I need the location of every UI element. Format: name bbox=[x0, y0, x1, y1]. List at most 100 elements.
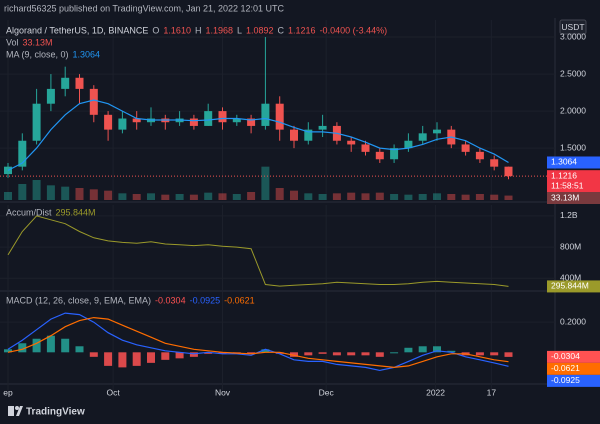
histogram-bar bbox=[75, 346, 84, 353]
candle-body bbox=[89, 88, 98, 115]
histogram-bar bbox=[161, 352, 170, 360]
volume-bar bbox=[404, 194, 413, 200]
histogram-bar bbox=[304, 352, 313, 356]
histogram-bar bbox=[318, 352, 327, 354]
histogram-bar bbox=[275, 352, 284, 354]
candle-body bbox=[390, 148, 399, 160]
candle-body bbox=[290, 129, 298, 141]
histogram-bar bbox=[247, 352, 256, 354]
line bbox=[7, 99, 509, 171]
x-tick-label: 2022 bbox=[426, 387, 445, 397]
volume-bar bbox=[475, 194, 484, 200]
volume-bar bbox=[4, 192, 12, 200]
series-value-box bbox=[547, 280, 600, 293]
legend-text: L bbox=[237, 25, 242, 35]
histogram-bar bbox=[418, 346, 427, 353]
candle-body bbox=[104, 114, 113, 130]
volume-bar bbox=[61, 186, 70, 200]
x-tick-label: 17 bbox=[487, 387, 497, 397]
histogram-bar bbox=[204, 352, 213, 354]
legend-text: O bbox=[152, 25, 159, 35]
series-value: 295.844M bbox=[551, 281, 589, 291]
last-price: 1.1216 bbox=[551, 170, 577, 180]
macd-value-box bbox=[547, 374, 600, 387]
volume-bar bbox=[232, 194, 241, 200]
legend-text: 1.1610 bbox=[163, 25, 191, 35]
candle-body bbox=[132, 118, 141, 123]
histogram-bar bbox=[504, 352, 513, 357]
legend-text: 33.13M bbox=[23, 37, 53, 47]
volume-bar bbox=[433, 193, 441, 200]
legend-text: C bbox=[278, 25, 285, 35]
candle-body bbox=[204, 111, 213, 126]
legend-text: 295.844M bbox=[56, 207, 96, 217]
histogram-bar bbox=[89, 352, 98, 357]
volume-bar bbox=[132, 194, 141, 200]
y-tick-label: 0.2000 bbox=[560, 316, 586, 326]
volume-bar bbox=[118, 193, 127, 200]
volume-bar bbox=[147, 193, 155, 200]
line bbox=[7, 316, 509, 369]
histogram-bar bbox=[46, 335, 55, 353]
ma-value-box bbox=[547, 156, 600, 169]
histogram-bar bbox=[61, 338, 70, 353]
logo bbox=[8, 406, 23, 416]
histogram-bar bbox=[218, 352, 227, 354]
histogram-bar bbox=[4, 349, 12, 353]
candle-body bbox=[361, 144, 370, 152]
candle-body bbox=[418, 133, 427, 141]
volume-bar bbox=[290, 190, 298, 200]
volume-bar bbox=[275, 188, 284, 200]
volume-bar bbox=[161, 194, 170, 200]
candle-body bbox=[475, 151, 484, 160]
legend-text: -0.0621 bbox=[224, 295, 255, 305]
header: richard56325 published on TradingView.co… bbox=[4, 3, 285, 13]
signal-value-box bbox=[547, 362, 600, 375]
histogram-bar bbox=[32, 338, 41, 353]
histogram-bar bbox=[104, 352, 113, 366]
histogram-bar bbox=[490, 352, 499, 356]
candle-body bbox=[404, 140, 413, 149]
histogram-bar bbox=[18, 343, 27, 353]
volume-bar bbox=[361, 193, 370, 200]
histogram-bar bbox=[433, 346, 441, 353]
x-tick-label: Oct bbox=[106, 387, 120, 397]
line bbox=[7, 312, 509, 372]
volume-bar bbox=[318, 194, 327, 200]
volume-bar bbox=[218, 193, 227, 200]
candle-body bbox=[261, 103, 270, 126]
x-tick-label: ep bbox=[3, 387, 13, 397]
histogram-bar bbox=[189, 352, 198, 357]
histogram-bar bbox=[290, 352, 298, 357]
x-tick-label: Dec bbox=[319, 387, 335, 397]
candle-body bbox=[318, 125, 327, 130]
histogram-bar bbox=[118, 352, 127, 368]
histogram-bar bbox=[447, 350, 456, 353]
volume-bar bbox=[18, 184, 27, 200]
candle-body bbox=[461, 144, 470, 152]
legend-text: -0.0925 bbox=[190, 295, 221, 305]
volume-bar bbox=[461, 194, 470, 200]
macd-value: -0.0925 bbox=[551, 375, 580, 385]
histogram-bar bbox=[132, 352, 141, 366]
histogram-bar bbox=[404, 347, 413, 353]
candle-body bbox=[61, 77, 70, 89]
histogram-bar bbox=[475, 352, 484, 356]
histogram-bar bbox=[261, 349, 270, 353]
volume-bar bbox=[447, 194, 456, 200]
footer: TradingView bbox=[26, 407, 85, 418]
volume-bar bbox=[332, 193, 341, 200]
volume-bar bbox=[504, 195, 513, 200]
histogram-bar bbox=[375, 352, 384, 357]
legend-text: H bbox=[195, 25, 202, 35]
candle-body bbox=[75, 77, 84, 89]
histogram-bar bbox=[147, 352, 155, 363]
y-tick-label: 3.0000 bbox=[560, 31, 586, 41]
legend-text: Accum/Dist bbox=[6, 207, 52, 217]
volume-bar bbox=[247, 192, 256, 200]
countdown: 11:58:51 bbox=[551, 180, 584, 190]
volume-bar bbox=[189, 194, 198, 200]
legend-text: 1.0892 bbox=[246, 25, 274, 35]
volume-value-box bbox=[547, 192, 600, 204]
volume-value: 33.13M bbox=[551, 192, 579, 202]
